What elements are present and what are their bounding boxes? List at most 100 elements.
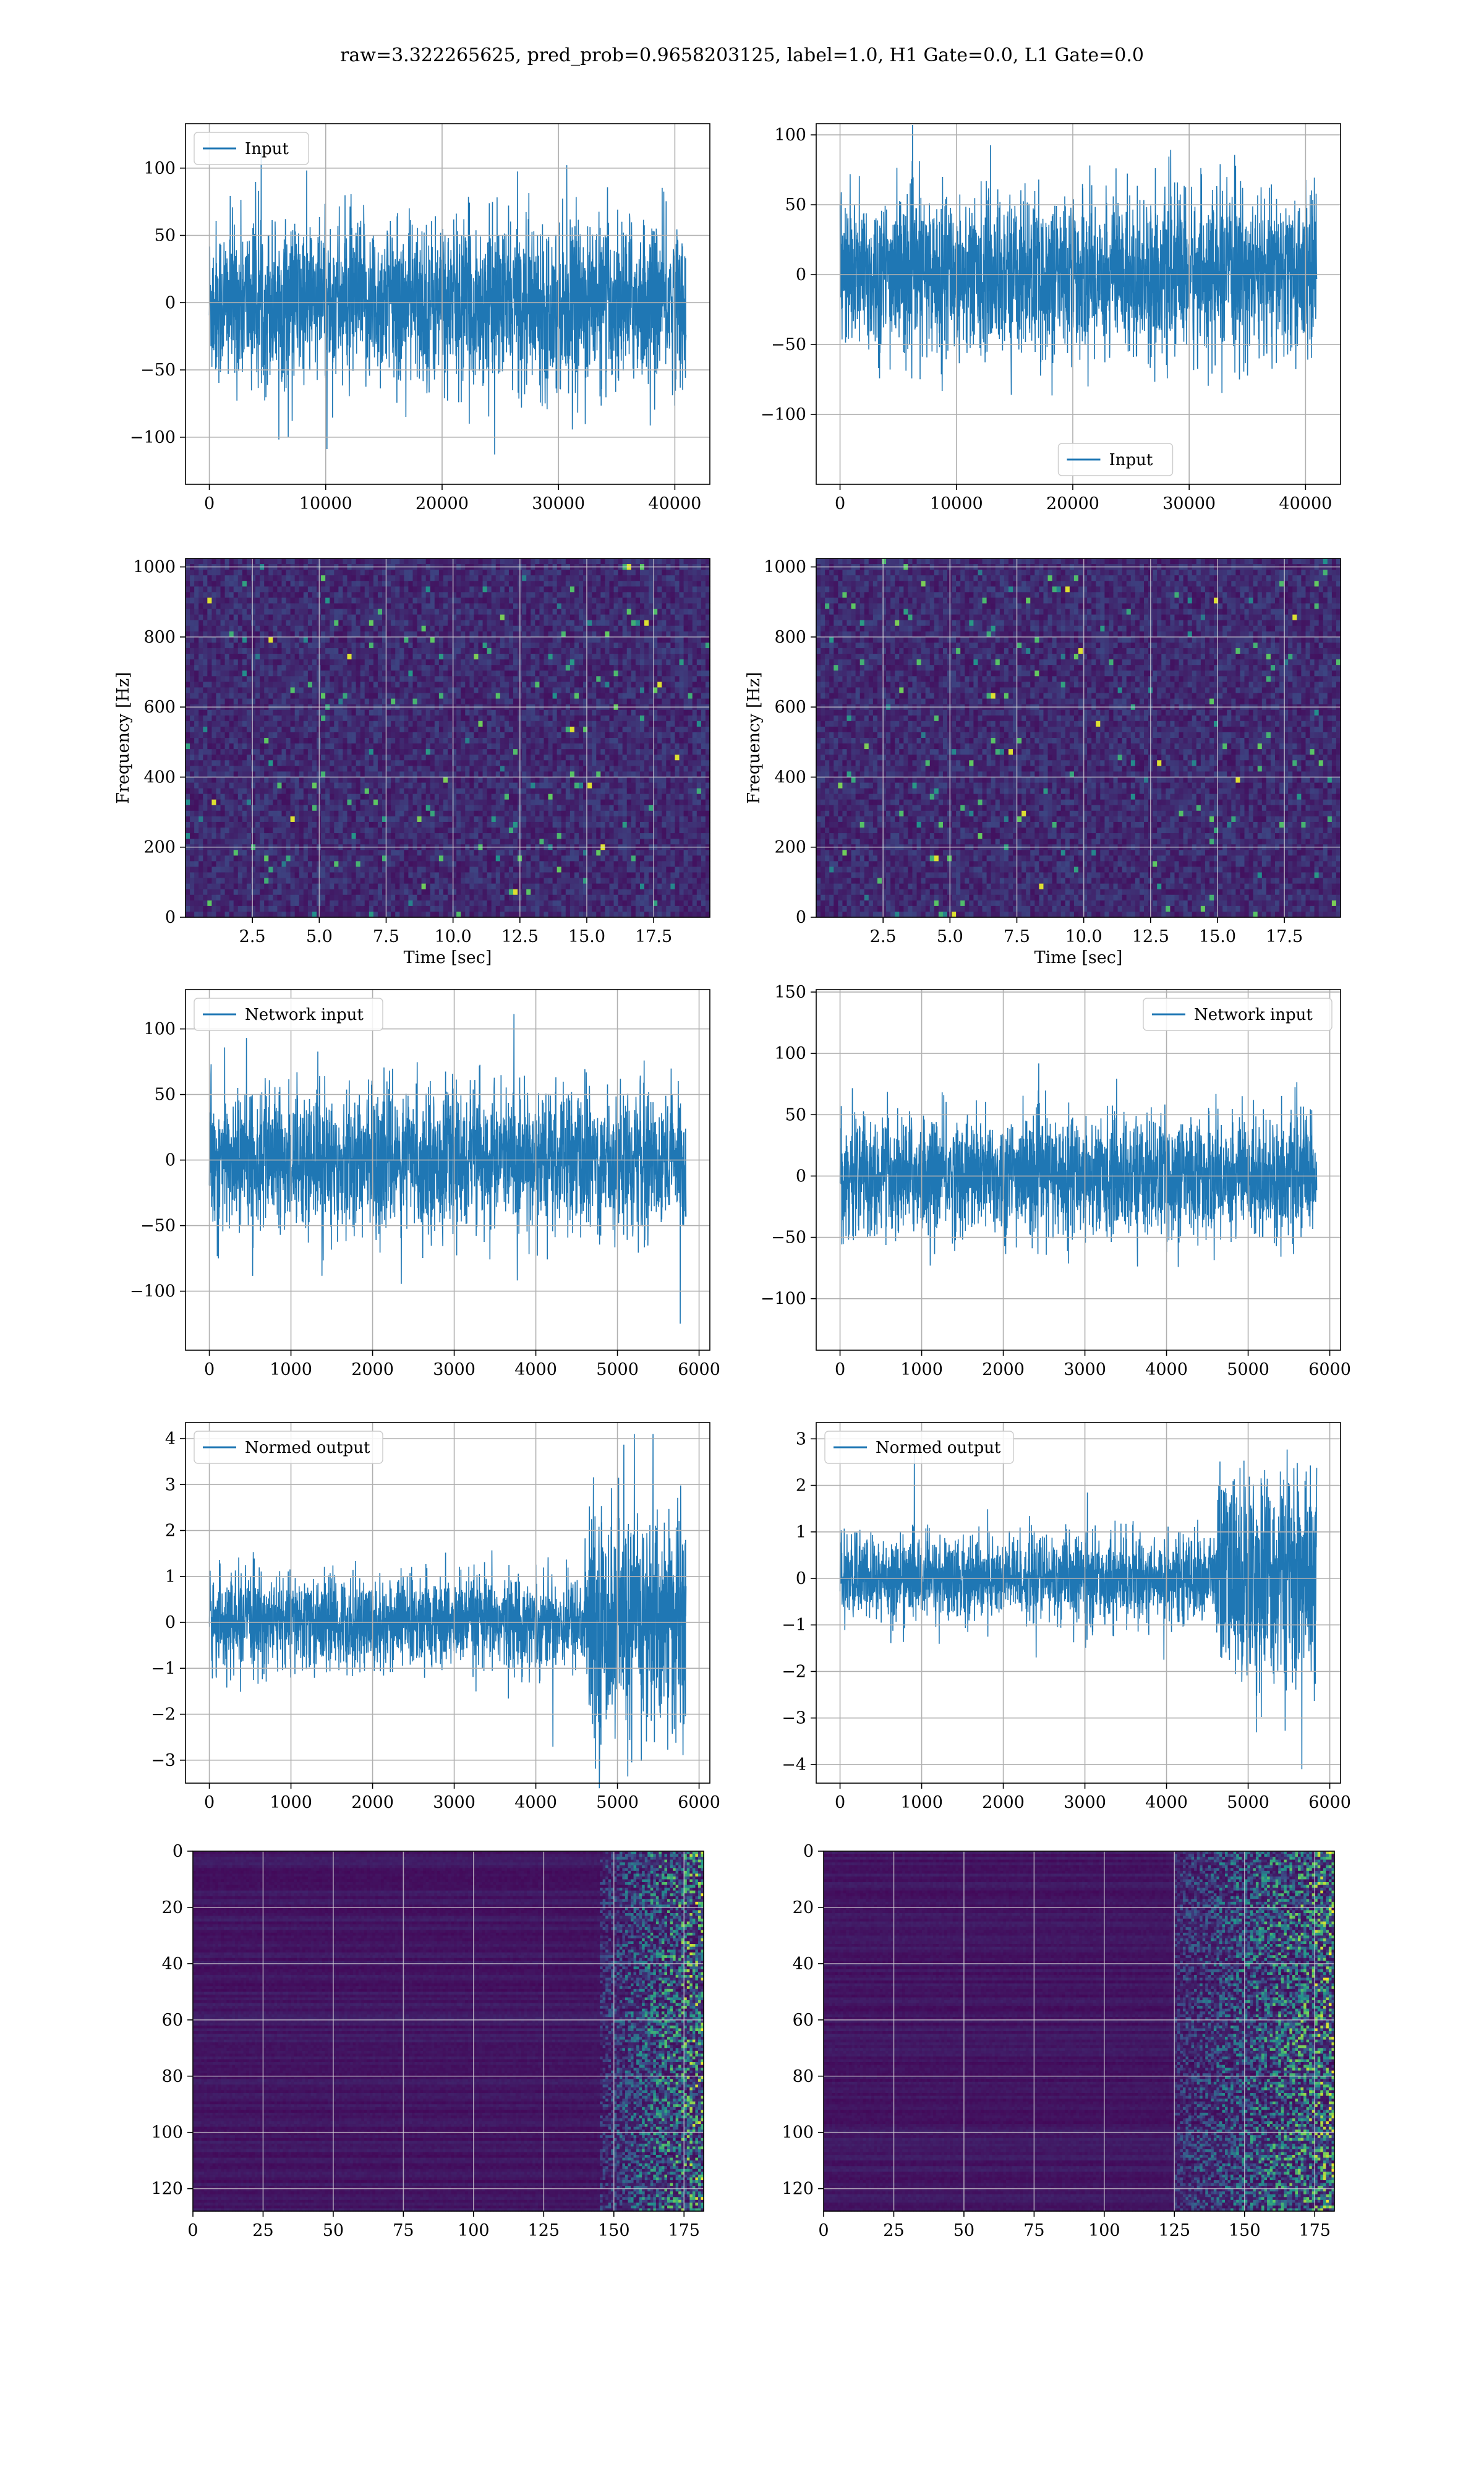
heatmap-cell xyxy=(365,581,370,587)
heatmap-cell xyxy=(386,710,391,716)
heatmap-cell xyxy=(487,721,492,727)
heatmap-cell xyxy=(675,575,680,581)
heatmap-cell xyxy=(330,777,335,783)
heatmap-cell xyxy=(373,654,378,660)
heatmap-cell xyxy=(574,648,579,654)
heatmap-cell xyxy=(238,755,243,761)
heatmap-cell xyxy=(369,699,374,705)
heatmap-cell xyxy=(644,592,649,598)
heatmap-cell xyxy=(492,743,497,750)
heatmap-cell xyxy=(561,643,566,649)
heatmap-cell xyxy=(505,693,510,700)
heatmap-cell xyxy=(251,738,256,744)
heatmap-cell xyxy=(666,755,671,761)
heatmap-cell xyxy=(579,665,584,671)
heatmap-cell xyxy=(448,693,453,700)
heatmap-cell xyxy=(553,732,558,738)
heatmap-cell xyxy=(657,777,662,783)
heatmap-cell xyxy=(684,738,689,744)
heatmap-cell xyxy=(216,648,221,654)
heatmap-cell xyxy=(675,777,680,783)
heatmap-cell xyxy=(295,581,300,587)
heatmap-cell xyxy=(260,597,265,604)
heatmap-cell xyxy=(291,659,296,666)
heatmap-cell xyxy=(688,676,693,682)
heatmap-cell xyxy=(548,631,553,638)
heatmap-cell xyxy=(203,581,208,587)
heatmap-cell xyxy=(238,615,243,621)
heatmap-cell xyxy=(334,766,339,772)
heatmap-cell xyxy=(478,592,483,598)
heatmap-cell xyxy=(277,766,282,772)
heatmap-cell xyxy=(238,559,243,565)
heatmap-cell xyxy=(618,676,623,682)
heatmap-cell xyxy=(251,727,256,733)
heatmap-cell xyxy=(487,665,492,671)
heatmap-cell xyxy=(609,575,614,581)
heatmap-cell xyxy=(566,760,571,766)
heatmap-cell xyxy=(693,693,697,700)
heatmap-cell xyxy=(255,749,260,755)
heatmap-cell xyxy=(277,581,282,587)
heatmap-cell xyxy=(644,676,649,682)
heatmap-cell xyxy=(356,609,361,615)
heatmap-cell xyxy=(264,586,269,593)
heatmap-cell xyxy=(221,716,226,722)
heatmap-cell xyxy=(352,783,357,789)
heatmap-cell xyxy=(190,631,195,638)
heatmap-cell xyxy=(496,670,501,677)
heatmap-cell xyxy=(505,716,510,722)
heatmap-cell xyxy=(500,766,505,772)
heatmap-cell xyxy=(399,721,404,727)
heatmap-cell xyxy=(412,592,417,598)
heatmap-cell xyxy=(505,604,510,610)
heatmap-cell xyxy=(312,755,317,761)
heatmap-cell xyxy=(286,749,291,755)
heatmap-cell xyxy=(234,727,239,733)
heatmap-cell xyxy=(443,665,448,671)
heatmap-cell xyxy=(211,604,216,610)
heatmap-cell xyxy=(439,586,444,593)
heatmap-cell xyxy=(304,670,309,677)
heatmap-cell xyxy=(321,654,326,660)
heatmap-cell xyxy=(675,665,680,671)
heatmap-cell xyxy=(338,777,343,783)
heatmap-cell xyxy=(469,670,474,677)
heatmap-cell xyxy=(487,738,492,744)
heatmap-cell xyxy=(557,665,562,671)
heatmap-cell xyxy=(557,597,562,604)
heatmap-cell xyxy=(526,687,531,693)
heatmap-cell xyxy=(531,771,535,777)
heatmap-cell xyxy=(198,604,203,610)
heatmap-cell xyxy=(391,699,396,705)
heatmap-cell xyxy=(574,727,579,733)
heatmap-cell xyxy=(242,760,247,766)
heatmap-cell xyxy=(631,676,636,682)
heatmap-cell xyxy=(640,783,645,789)
heatmap-cell xyxy=(666,727,671,733)
heatmap-cell xyxy=(623,637,628,643)
heatmap-cell xyxy=(657,665,662,671)
heatmap-cell xyxy=(574,609,579,615)
heatmap-cell xyxy=(483,732,488,738)
heatmap-cell xyxy=(544,771,548,777)
heatmap-cell xyxy=(378,693,383,700)
heatmap-cell xyxy=(426,570,431,576)
heatmap-cell xyxy=(412,783,417,789)
heatmap-cell xyxy=(221,575,226,581)
heatmap-cell xyxy=(216,665,221,671)
heatmap-cell xyxy=(408,738,413,744)
heatmap-cell xyxy=(684,604,689,610)
heatmap-cell xyxy=(492,575,497,581)
heatmap-cell xyxy=(526,609,531,615)
heatmap-cell xyxy=(221,670,226,677)
heatmap-cell xyxy=(321,637,326,643)
heatmap-cell xyxy=(203,771,208,777)
heatmap-cell xyxy=(404,615,409,621)
heatmap-cell xyxy=(666,648,671,654)
heatmap-cell xyxy=(225,597,230,604)
heatmap-cell xyxy=(211,654,216,660)
heatmap-cell xyxy=(412,732,417,738)
heatmap-cell xyxy=(281,670,286,677)
heatmap-cell xyxy=(221,626,226,632)
